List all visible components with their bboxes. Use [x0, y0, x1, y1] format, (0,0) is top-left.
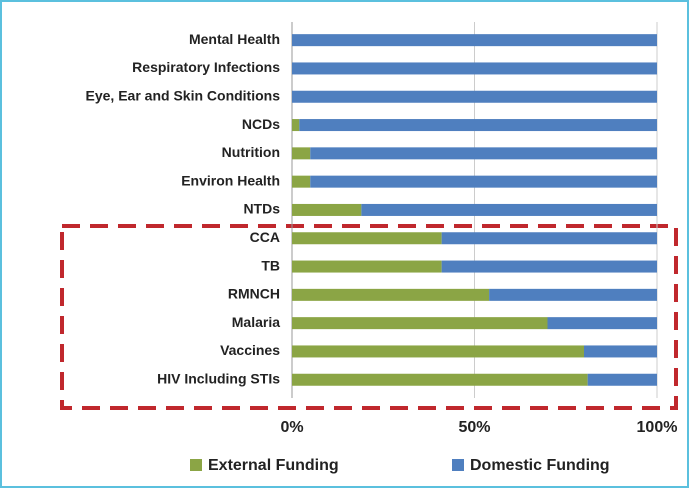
bar-segment — [587, 373, 657, 386]
bar-segment — [361, 203, 657, 216]
y-tick-label: HIV Including STIs — [157, 370, 280, 386]
bar-segment — [292, 203, 362, 216]
bar-segment — [292, 62, 657, 75]
y-tick-label: Nutrition — [222, 144, 280, 160]
legend-swatch — [452, 459, 464, 471]
highlight-box — [60, 224, 678, 410]
bar-segment — [299, 119, 657, 132]
y-tick-label: Environ Health — [181, 172, 280, 188]
bar-segment — [292, 317, 548, 330]
bar-segment — [310, 175, 657, 188]
y-tick-label: Vaccines — [220, 342, 280, 358]
legend-swatch — [190, 459, 202, 471]
bar-segment — [489, 288, 657, 301]
x-tick-label: 0% — [280, 419, 303, 436]
y-tick-label: TB — [261, 257, 280, 273]
bar-segment — [292, 345, 584, 358]
legend-label: External Funding — [208, 457, 339, 474]
bar-segment — [292, 288, 490, 301]
bar-segment — [547, 317, 657, 330]
y-tick-label: RMNCH — [228, 286, 280, 302]
bar-segment — [292, 232, 442, 245]
bar-segment — [310, 147, 657, 160]
x-tick-label: 100% — [637, 419, 678, 436]
y-tick-label: Mental Health — [189, 31, 280, 47]
legend-label: Domestic Funding — [470, 457, 610, 474]
bar-segment — [292, 119, 300, 132]
y-tick-label: CCA — [250, 229, 280, 245]
x-tick-label: 50% — [458, 419, 490, 436]
bar-segment — [292, 260, 442, 273]
y-tick-label: Respiratory Infections — [132, 59, 280, 75]
bar-segment — [292, 147, 311, 160]
y-tick-label: NTDs — [243, 201, 280, 217]
y-tick-label: Malaria — [232, 314, 280, 330]
bar-segment — [292, 373, 588, 386]
bar-segment — [441, 232, 657, 245]
bar-segment — [292, 34, 657, 47]
bar-segment — [292, 175, 311, 188]
bar-segment — [292, 90, 657, 103]
bar-segment — [584, 345, 657, 358]
y-tick-label: Eye, Ear and Skin Conditions — [86, 87, 281, 103]
y-tick-label: NCDs — [242, 116, 280, 132]
bar-segment — [441, 260, 657, 273]
